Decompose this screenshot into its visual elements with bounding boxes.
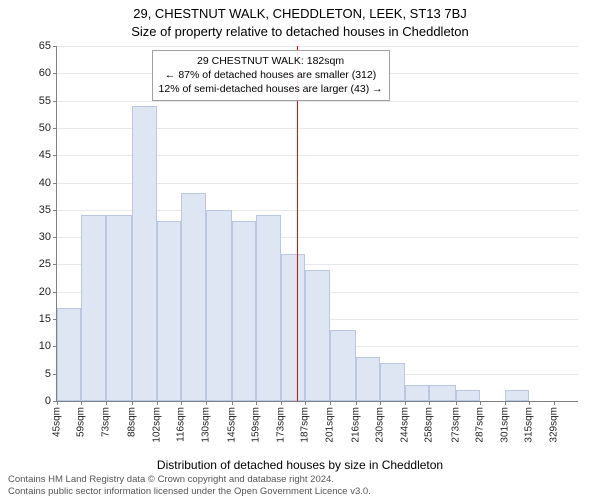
x-tick-label: 216sqm bbox=[350, 407, 361, 443]
x-tick-mark bbox=[356, 401, 357, 405]
x-tick-label: 59sqm bbox=[76, 407, 87, 437]
y-tick-mark bbox=[53, 183, 57, 184]
x-tick-mark bbox=[181, 401, 182, 405]
x-tick-mark bbox=[206, 401, 207, 405]
x-tick-mark bbox=[256, 401, 257, 405]
x-tick-mark bbox=[505, 401, 506, 405]
x-tick-label: 287sqm bbox=[475, 407, 486, 443]
y-tick-mark bbox=[53, 155, 57, 156]
y-tick-label: 65 bbox=[39, 40, 51, 52]
histogram-bar bbox=[256, 215, 280, 401]
y-tick-label: 45 bbox=[39, 149, 51, 161]
x-tick-label: 187sqm bbox=[300, 407, 311, 443]
x-tick-label: 159sqm bbox=[251, 407, 262, 443]
y-tick-mark bbox=[53, 292, 57, 293]
x-tick-mark bbox=[57, 401, 58, 405]
x-tick-label: 102sqm bbox=[151, 407, 162, 443]
chart-container: 29, CHESTNUT WALK, CHEDDLETON, LEEK, ST1… bbox=[0, 0, 600, 500]
gridline bbox=[57, 101, 578, 102]
histogram-bar bbox=[132, 106, 156, 401]
annotation-box: 29 CHESTNUT WALK: 182sqm ← 87% of detach… bbox=[152, 50, 390, 101]
plot-area: 0510152025303540455055606545sqm59sqm73sq… bbox=[56, 46, 578, 402]
x-tick-label: 329sqm bbox=[548, 407, 559, 443]
y-tick-label: 25 bbox=[39, 258, 51, 270]
histogram-bar bbox=[505, 390, 529, 401]
y-tick-label: 30 bbox=[39, 231, 51, 243]
histogram-bar bbox=[157, 221, 181, 401]
x-tick-label: 73sqm bbox=[100, 407, 111, 437]
x-tick-mark bbox=[456, 401, 457, 405]
y-tick-mark bbox=[53, 73, 57, 74]
x-tick-mark bbox=[281, 401, 282, 405]
histogram-bar bbox=[356, 357, 380, 401]
chart-title-line2: Size of property relative to detached ho… bbox=[0, 24, 600, 39]
x-tick-mark bbox=[554, 401, 555, 405]
x-tick-label: 201sqm bbox=[324, 407, 335, 443]
y-tick-label: 35 bbox=[39, 204, 51, 216]
x-tick-mark bbox=[132, 401, 133, 405]
x-tick-mark bbox=[106, 401, 107, 405]
annotation-line2: ← 87% of detached houses are smaller (31… bbox=[159, 68, 383, 82]
y-tick-label: 5 bbox=[45, 368, 51, 380]
histogram-bar bbox=[106, 215, 132, 401]
footer-attribution: Contains HM Land Registry data © Crown c… bbox=[8, 474, 371, 498]
x-tick-label: 116sqm bbox=[176, 407, 187, 442]
x-tick-mark bbox=[480, 401, 481, 405]
y-tick-mark bbox=[53, 264, 57, 265]
x-tick-mark bbox=[429, 401, 430, 405]
x-tick-mark bbox=[305, 401, 306, 405]
annotation-line3: 12% of semi-detached houses are larger (… bbox=[159, 82, 383, 96]
y-tick-label: 0 bbox=[45, 395, 51, 407]
y-tick-mark bbox=[53, 101, 57, 102]
histogram-bar bbox=[232, 221, 256, 401]
histogram-bar bbox=[81, 215, 105, 401]
histogram-bar bbox=[181, 193, 205, 401]
y-tick-label: 10 bbox=[39, 340, 51, 352]
gridline bbox=[57, 46, 578, 47]
histogram-bar bbox=[281, 254, 305, 401]
x-tick-mark bbox=[380, 401, 381, 405]
x-tick-mark bbox=[330, 401, 331, 405]
x-tick-mark bbox=[405, 401, 406, 405]
histogram-bar bbox=[429, 385, 455, 401]
histogram-bar bbox=[456, 390, 480, 401]
annotation-line1: 29 CHESTNUT WALK: 182sqm bbox=[159, 54, 383, 68]
y-tick-label: 15 bbox=[39, 313, 51, 325]
y-tick-mark bbox=[53, 46, 57, 47]
y-tick-label: 50 bbox=[39, 122, 51, 134]
x-tick-mark bbox=[81, 401, 82, 405]
x-tick-label: 273sqm bbox=[450, 407, 461, 443]
y-tick-mark bbox=[53, 237, 57, 238]
y-tick-mark bbox=[53, 210, 57, 211]
y-tick-label: 40 bbox=[39, 177, 51, 189]
y-tick-mark bbox=[53, 128, 57, 129]
histogram-bar bbox=[57, 308, 81, 401]
x-tick-label: 230sqm bbox=[375, 407, 386, 443]
x-tick-label: 244sqm bbox=[399, 407, 410, 443]
y-tick-label: 55 bbox=[39, 95, 51, 107]
x-tick-mark bbox=[232, 401, 233, 405]
histogram-bar bbox=[405, 385, 429, 401]
histogram-bar bbox=[305, 270, 329, 401]
y-tick-label: 60 bbox=[39, 67, 51, 79]
x-tick-mark bbox=[157, 401, 158, 405]
histogram-bar bbox=[380, 363, 404, 401]
chart-title-line1: 29, CHESTNUT WALK, CHEDDLETON, LEEK, ST1… bbox=[0, 6, 600, 21]
histogram-bar bbox=[206, 210, 232, 401]
footer-line2: Contains public sector information licen… bbox=[8, 486, 371, 498]
x-tick-label: 173sqm bbox=[275, 407, 286, 443]
footer-line1: Contains HM Land Registry data © Crown c… bbox=[8, 474, 371, 486]
x-tick-label: 45sqm bbox=[52, 407, 63, 437]
histogram-bar bbox=[330, 330, 356, 401]
x-tick-label: 315sqm bbox=[524, 407, 535, 443]
x-tick-label: 88sqm bbox=[127, 407, 138, 437]
x-axis-label: Distribution of detached houses by size … bbox=[0, 458, 600, 472]
x-tick-label: 130sqm bbox=[200, 407, 211, 443]
x-tick-label: 145sqm bbox=[226, 407, 237, 443]
x-tick-label: 301sqm bbox=[499, 407, 510, 443]
x-tick-mark bbox=[529, 401, 530, 405]
y-tick-label: 20 bbox=[39, 286, 51, 298]
x-tick-label: 258sqm bbox=[424, 407, 435, 443]
